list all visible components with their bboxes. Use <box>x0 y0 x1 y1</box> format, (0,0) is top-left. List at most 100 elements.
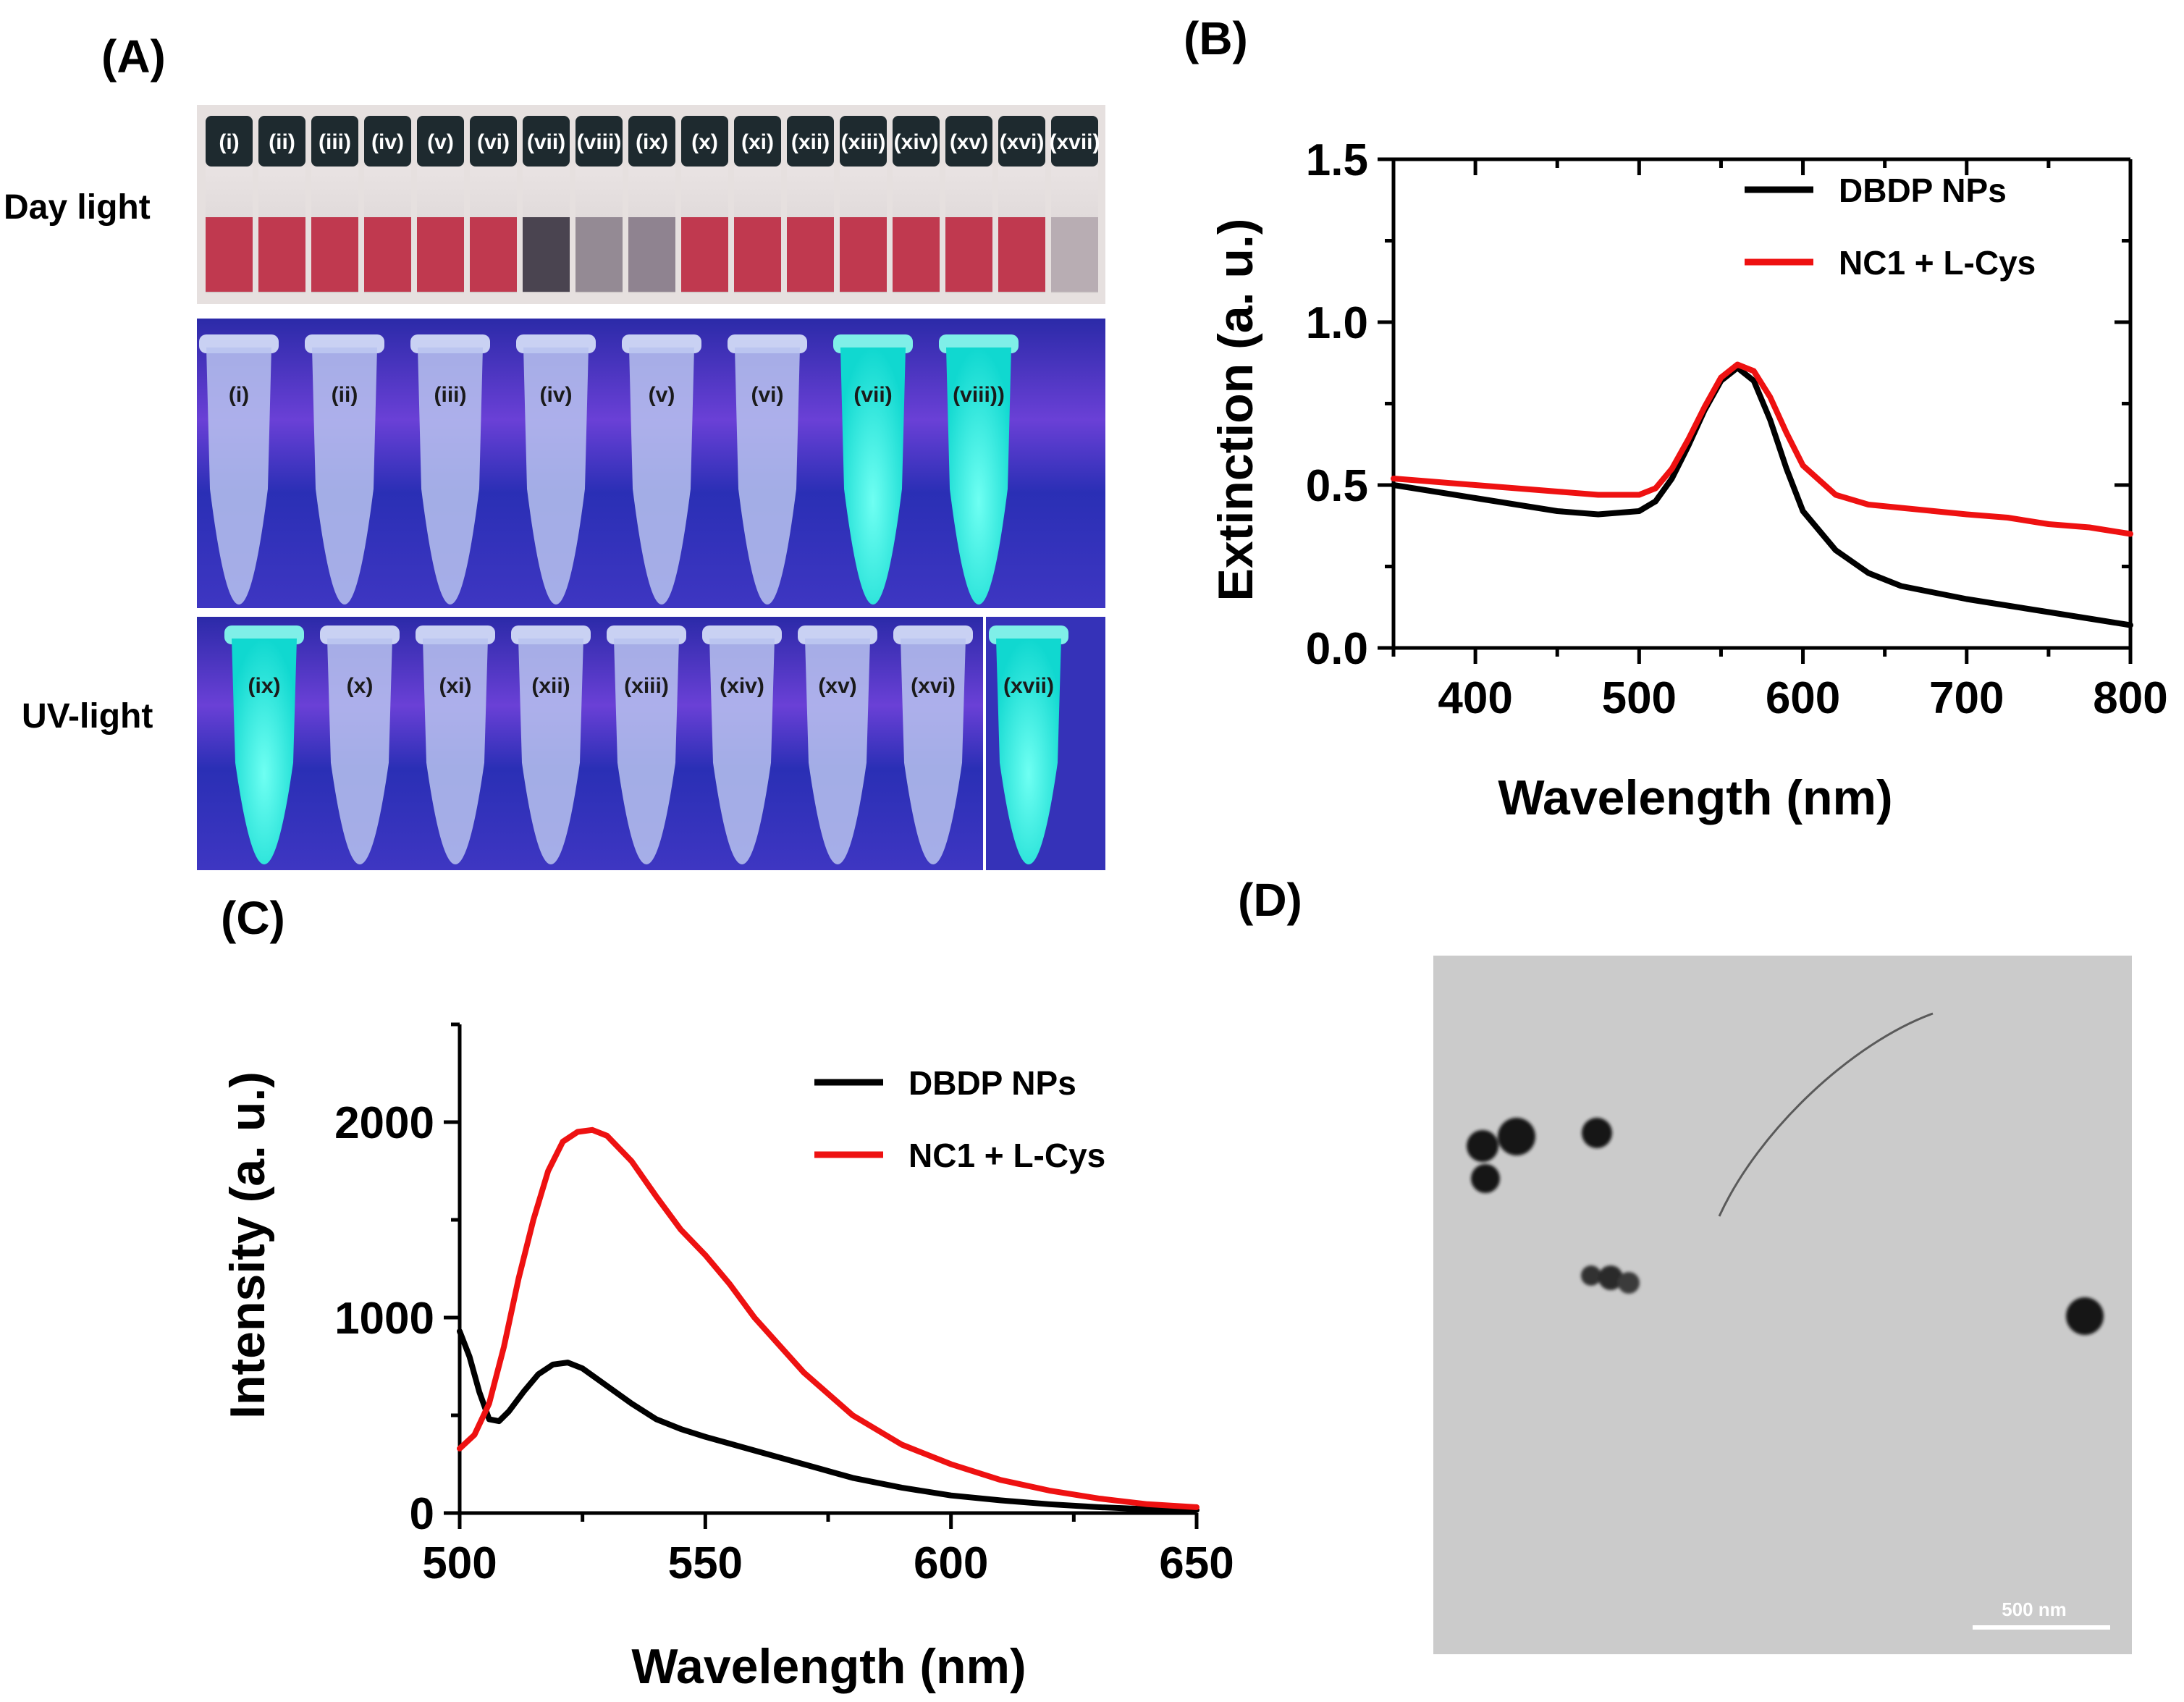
legend-label-nc1: NC1 + L-Cys <box>1839 244 2036 282</box>
tube-label: (i) <box>229 383 249 407</box>
day-vial: (x) <box>681 116 728 293</box>
uv-tube: (xi) <box>416 625 495 864</box>
day-vial: (iv) <box>364 116 411 293</box>
tube-label: (xvi) <box>911 674 956 698</box>
vial-label: (ii) <box>269 130 295 154</box>
extinction-chart: 0.0 0.5 1.0 1.5 400 500 600 700 800 Wavelength (… <box>1208 135 2168 825</box>
chart-b-legend: DBDP NPs NC1 + L-Cys <box>1745 172 2036 282</box>
day-vial: (xiii) <box>840 116 887 293</box>
uv-tube: (v) <box>622 334 701 604</box>
uv-tube: (xvii) <box>989 625 1068 864</box>
tube-label: (ix) <box>248 674 281 698</box>
chart-c-xlabel: Wavelength (nm) <box>631 1639 1026 1694</box>
fluorescence-chart: 0 1000 2000 500 550 600 650 Wavelength (nm) In… <box>220 1022 1234 1694</box>
day-vial: (xii) <box>787 116 834 293</box>
nanoparticle <box>2066 1297 2104 1335</box>
tube-label: (xi) <box>439 674 472 698</box>
x-tick-label: 500 <box>1602 673 1677 723</box>
uv-tube: (vii) <box>833 334 913 604</box>
x-tick-label: 700 <box>1929 673 2004 723</box>
chart-b-xlabel: Wavelength (nm) <box>1498 770 1892 825</box>
uv-tube: (xv) <box>798 625 877 864</box>
x-tick-label: 550 <box>668 1538 743 1588</box>
uv-tube: (vi) <box>728 334 807 604</box>
y-tick-label: 0 <box>410 1489 434 1539</box>
vial-label: (vi) <box>477 130 510 154</box>
series-line-dbdp-nps <box>457 1328 1199 1513</box>
vial-label: (viii) <box>577 130 622 154</box>
day-vial: (xvi) <box>998 116 1045 293</box>
uv-bottom-tubes: (ix) (x) (xi) (xii) (xiii) (xiv) (xv) (xvi) (xvi… <box>224 625 1068 864</box>
tube-label: (iv) <box>540 383 573 407</box>
day-vial: (v) <box>417 116 464 293</box>
legend-label-dbdp: DBDP NPs <box>1839 172 2007 209</box>
vial-label: (xiii) <box>841 130 886 154</box>
chart-b-ylabel: Extinction (a. u.) <box>1208 219 1263 602</box>
x-tick-label: 600 <box>1766 673 1840 723</box>
nanoparticle <box>1581 1265 1601 1286</box>
legend-label-nc1-c: NC1 + L-Cys <box>908 1137 1105 1174</box>
series-line-nc1-l-cys <box>1391 361 2133 537</box>
series-line-nc1-l-cys <box>457 1126 1199 1510</box>
panel-label-b: (B) <box>1184 12 1248 64</box>
tube-label: (xv) <box>818 674 856 698</box>
nanoparticle <box>1498 1118 1535 1155</box>
day-vial: (ii) <box>258 116 305 293</box>
vial-label: (xiv) <box>894 130 939 154</box>
series-line-dbdp-nps <box>1391 365 2133 628</box>
day-vial: (xv) <box>945 116 992 293</box>
legend-label-dbdp-c: DBDP NPs <box>908 1064 1076 1102</box>
chart-c-ylabel: Intensity (a. u.) <box>220 1071 275 1419</box>
day-vial: (vii) <box>523 116 570 293</box>
tube-label: (x) <box>347 674 374 698</box>
tube-label: (vii) <box>853 383 892 407</box>
panel-label-a: (A) <box>101 30 166 83</box>
photo-panel-a: Day light UV-light (i) (ii) (iii) (iv) (v) (v… <box>4 105 1105 870</box>
vial-label: (xi) <box>741 130 774 154</box>
scale-bar-label: 500 nm <box>2002 1598 2067 1620</box>
uv-tube: (ix) <box>224 625 304 864</box>
vial-label: (iv) <box>371 130 404 154</box>
x-tick-label: 650 <box>1159 1538 1234 1588</box>
vial-label: (ix) <box>636 130 668 154</box>
vial-label: (vii) <box>527 130 565 154</box>
uv-tube: (xiv) <box>702 625 782 864</box>
uv-tube: (ii) <box>305 334 384 604</box>
uv-tube: (x) <box>320 625 400 864</box>
y-tick-label: 0.5 <box>1306 461 1368 511</box>
nanoparticle <box>1618 1272 1640 1294</box>
day-vials: (i) (ii) (iii) (iv) (v) (vi) (vii) (viii) (ix) (x… <box>206 116 1100 293</box>
tube-label: (xiii) <box>624 674 669 698</box>
uv-tube: (iii) <box>410 334 490 604</box>
uv-tube: (viii)) <box>939 334 1019 604</box>
vial-label: (xii) <box>791 130 830 154</box>
uv-tube: (iv) <box>516 334 596 604</box>
uv-tube: (xii) <box>511 625 591 864</box>
day-light-label: Day light <box>4 188 151 227</box>
tem-image: 500 nm <box>1433 956 2132 1654</box>
day-vial: (vi) <box>470 116 517 293</box>
tube-label: (iii) <box>434 383 467 407</box>
x-tick-label: 800 <box>2093 673 2167 723</box>
vial-label: (v) <box>427 130 454 154</box>
chart-c-legend: DBDP NPs NC1 + L-Cys <box>814 1064 1105 1174</box>
nanoparticle <box>1598 1265 1623 1290</box>
uv-tube: (xvi) <box>893 625 973 864</box>
day-vial: (xvii) <box>1049 116 1100 293</box>
panel-label-d: (D) <box>1238 874 1302 926</box>
y-tick-label: 2000 <box>334 1098 434 1148</box>
tube-label: (v) <box>649 383 675 407</box>
day-vial: (xiv) <box>893 116 940 293</box>
x-tick-label: 600 <box>914 1538 988 1588</box>
vial-label: (xv) <box>950 130 988 154</box>
vial-label: (x) <box>691 130 718 154</box>
vial-label: (iii) <box>319 130 351 154</box>
tube-label: (xii) <box>531 674 570 698</box>
tube-label: (xvii) <box>1003 674 1054 698</box>
vial-label: (i) <box>219 130 239 154</box>
day-vial: (xi) <box>734 116 781 293</box>
tube-label: (ii) <box>332 383 358 407</box>
nanoparticle <box>1471 1164 1500 1193</box>
y-tick-label: 1.0 <box>1306 298 1368 348</box>
